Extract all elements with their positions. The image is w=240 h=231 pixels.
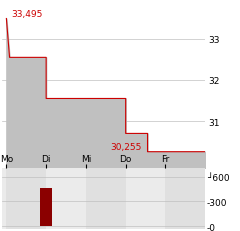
Bar (40, 188, 52, 226)
Text: 33,495: 33,495 (11, 10, 42, 19)
Text: 30,255: 30,255 (111, 143, 142, 151)
Bar (165, 169, 205, 229)
Bar (86, 169, 126, 229)
Bar (126, 169, 165, 229)
Bar (46, 169, 86, 229)
Bar (6, 169, 46, 229)
